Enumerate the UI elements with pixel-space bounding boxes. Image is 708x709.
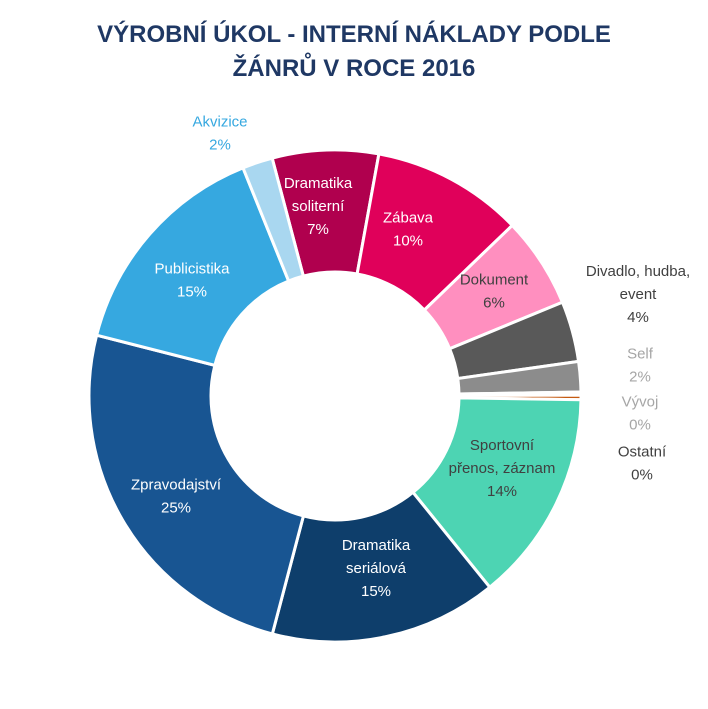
slice-dramatika-serialova <box>270 490 492 644</box>
slice-value-akvizice: 2% <box>209 136 231 153</box>
slice-label-zabava-line-1: Zábava <box>383 209 434 226</box>
slice-value-zpravodajstvi: 25% <box>161 499 191 516</box>
slice-value-ostatni: 0% <box>631 466 653 483</box>
slice-label-vyvoj-line-1: Vývoj <box>622 393 659 410</box>
slice-value-sportovni-prenos-zaznam: 14% <box>487 483 517 500</box>
slice-sportovni-prenos-zaznam <box>410 396 583 590</box>
slice-label-dramatika-serialova-line-1: Dramatika <box>342 537 411 554</box>
slice-value-self: 2% <box>629 368 651 385</box>
slice-label-akvizice-line-1: Akvizice <box>192 113 247 130</box>
slice-label-dramatika-serialova-line-2: seriálová <box>346 560 407 577</box>
slice-value-publicistika: 15% <box>177 283 207 300</box>
slice-label-divadlo-hudba-event-line-1: Divadlo, hudba, <box>586 263 690 280</box>
slice-value-vyvoj: 0% <box>629 416 651 433</box>
chart-title-line-1: VÝROBNÍ ÚKOL - INTERNÍ NÁKLADY PODLE <box>97 21 611 48</box>
slice-label-publicistika-line-1: Publicistika <box>154 260 230 277</box>
slice-label-dokument-line-1: Dokument <box>460 271 529 288</box>
slice-value-dramatika-soliterni: 7% <box>307 221 329 238</box>
chart-title-line-2: ŽÁNRŮ V ROCE 2016 <box>232 55 476 82</box>
slice-label-sportovni-prenos-zaznam-line-2: přenos, záznam <box>449 460 556 477</box>
slice-label-sportovni-prenos-zaznam-line-1: Sportovní <box>470 437 535 454</box>
slice-value-divadlo-hudba-event: 4% <box>627 309 649 326</box>
slice-zpravodajstvi <box>87 333 306 636</box>
slice-label-divadlo-hudba-event-line-2: event <box>620 286 658 303</box>
slices-group <box>87 148 583 644</box>
slice-value-dramatika-serialova: 15% <box>361 583 391 600</box>
slice-publicistika <box>94 165 291 368</box>
slice-value-dokument: 6% <box>483 294 505 311</box>
slice-label-dramatika-soliterni-line-2: soliterní <box>292 198 345 215</box>
labels-group: Dramatika soliterní 7% Zábava 10% Dokument 6% D… <box>131 113 690 600</box>
slice-label-ostatni-line-1: Ostatní <box>618 443 667 460</box>
slice-label-zpravodajstvi-line-1: Zpravodajství <box>131 476 222 493</box>
slice-akvizice <box>241 156 306 283</box>
slice-value-zabava: 10% <box>393 232 423 249</box>
slice-label-self-line-1: Self <box>627 345 654 362</box>
slice-label-dramatika-soliterni-line-1: Dramatika <box>284 175 353 192</box>
chart-title: VÝROBNÍ ÚKOL - INTERNÍ NÁKLADY PODLE ŽÁN… <box>0 18 708 86</box>
